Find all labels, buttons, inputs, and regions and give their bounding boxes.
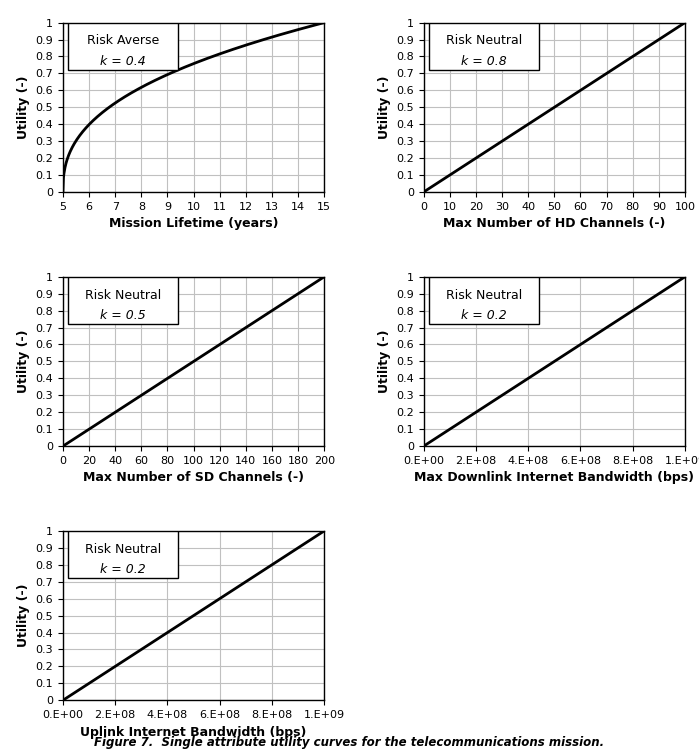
X-axis label: Max Number of SD Channels (-): Max Number of SD Channels (-) — [83, 471, 304, 484]
Text: Risk Neutral: Risk Neutral — [85, 288, 161, 302]
X-axis label: Max Downlink Internet Bandwidth (bps): Max Downlink Internet Bandwidth (bps) — [415, 471, 694, 484]
X-axis label: Uplink Internet Bandwidth (bps): Uplink Internet Bandwidth (bps) — [80, 726, 307, 739]
FancyBboxPatch shape — [68, 531, 178, 578]
FancyBboxPatch shape — [68, 277, 178, 324]
Y-axis label: Utility (-): Utility (-) — [377, 75, 391, 139]
Text: Risk Neutral: Risk Neutral — [446, 288, 522, 302]
X-axis label: Max Number of HD Channels (-): Max Number of HD Channels (-) — [443, 218, 665, 230]
Text: k = 0.8: k = 0.8 — [461, 55, 507, 68]
Text: Risk Neutral: Risk Neutral — [446, 35, 522, 47]
X-axis label: Mission Lifetime (years): Mission Lifetime (years) — [109, 218, 278, 230]
Text: k = 0.2: k = 0.2 — [100, 563, 146, 576]
FancyBboxPatch shape — [429, 23, 539, 70]
FancyBboxPatch shape — [429, 277, 539, 324]
FancyBboxPatch shape — [68, 23, 178, 70]
Y-axis label: Utility (-): Utility (-) — [17, 75, 30, 139]
Y-axis label: Utility (-): Utility (-) — [377, 330, 391, 393]
Text: Figure 7.  Single attribute utility curves for the telecommunications mission.: Figure 7. Single attribute utility curve… — [94, 736, 605, 749]
Text: k = 0.2: k = 0.2 — [461, 309, 507, 322]
Y-axis label: Utility (-): Utility (-) — [17, 330, 30, 393]
Text: k = 0.5: k = 0.5 — [100, 309, 146, 322]
Text: Risk Averse: Risk Averse — [87, 35, 159, 47]
Text: k = 0.4: k = 0.4 — [100, 55, 146, 68]
Text: Risk Neutral: Risk Neutral — [85, 543, 161, 556]
Y-axis label: Utility (-): Utility (-) — [17, 584, 30, 648]
